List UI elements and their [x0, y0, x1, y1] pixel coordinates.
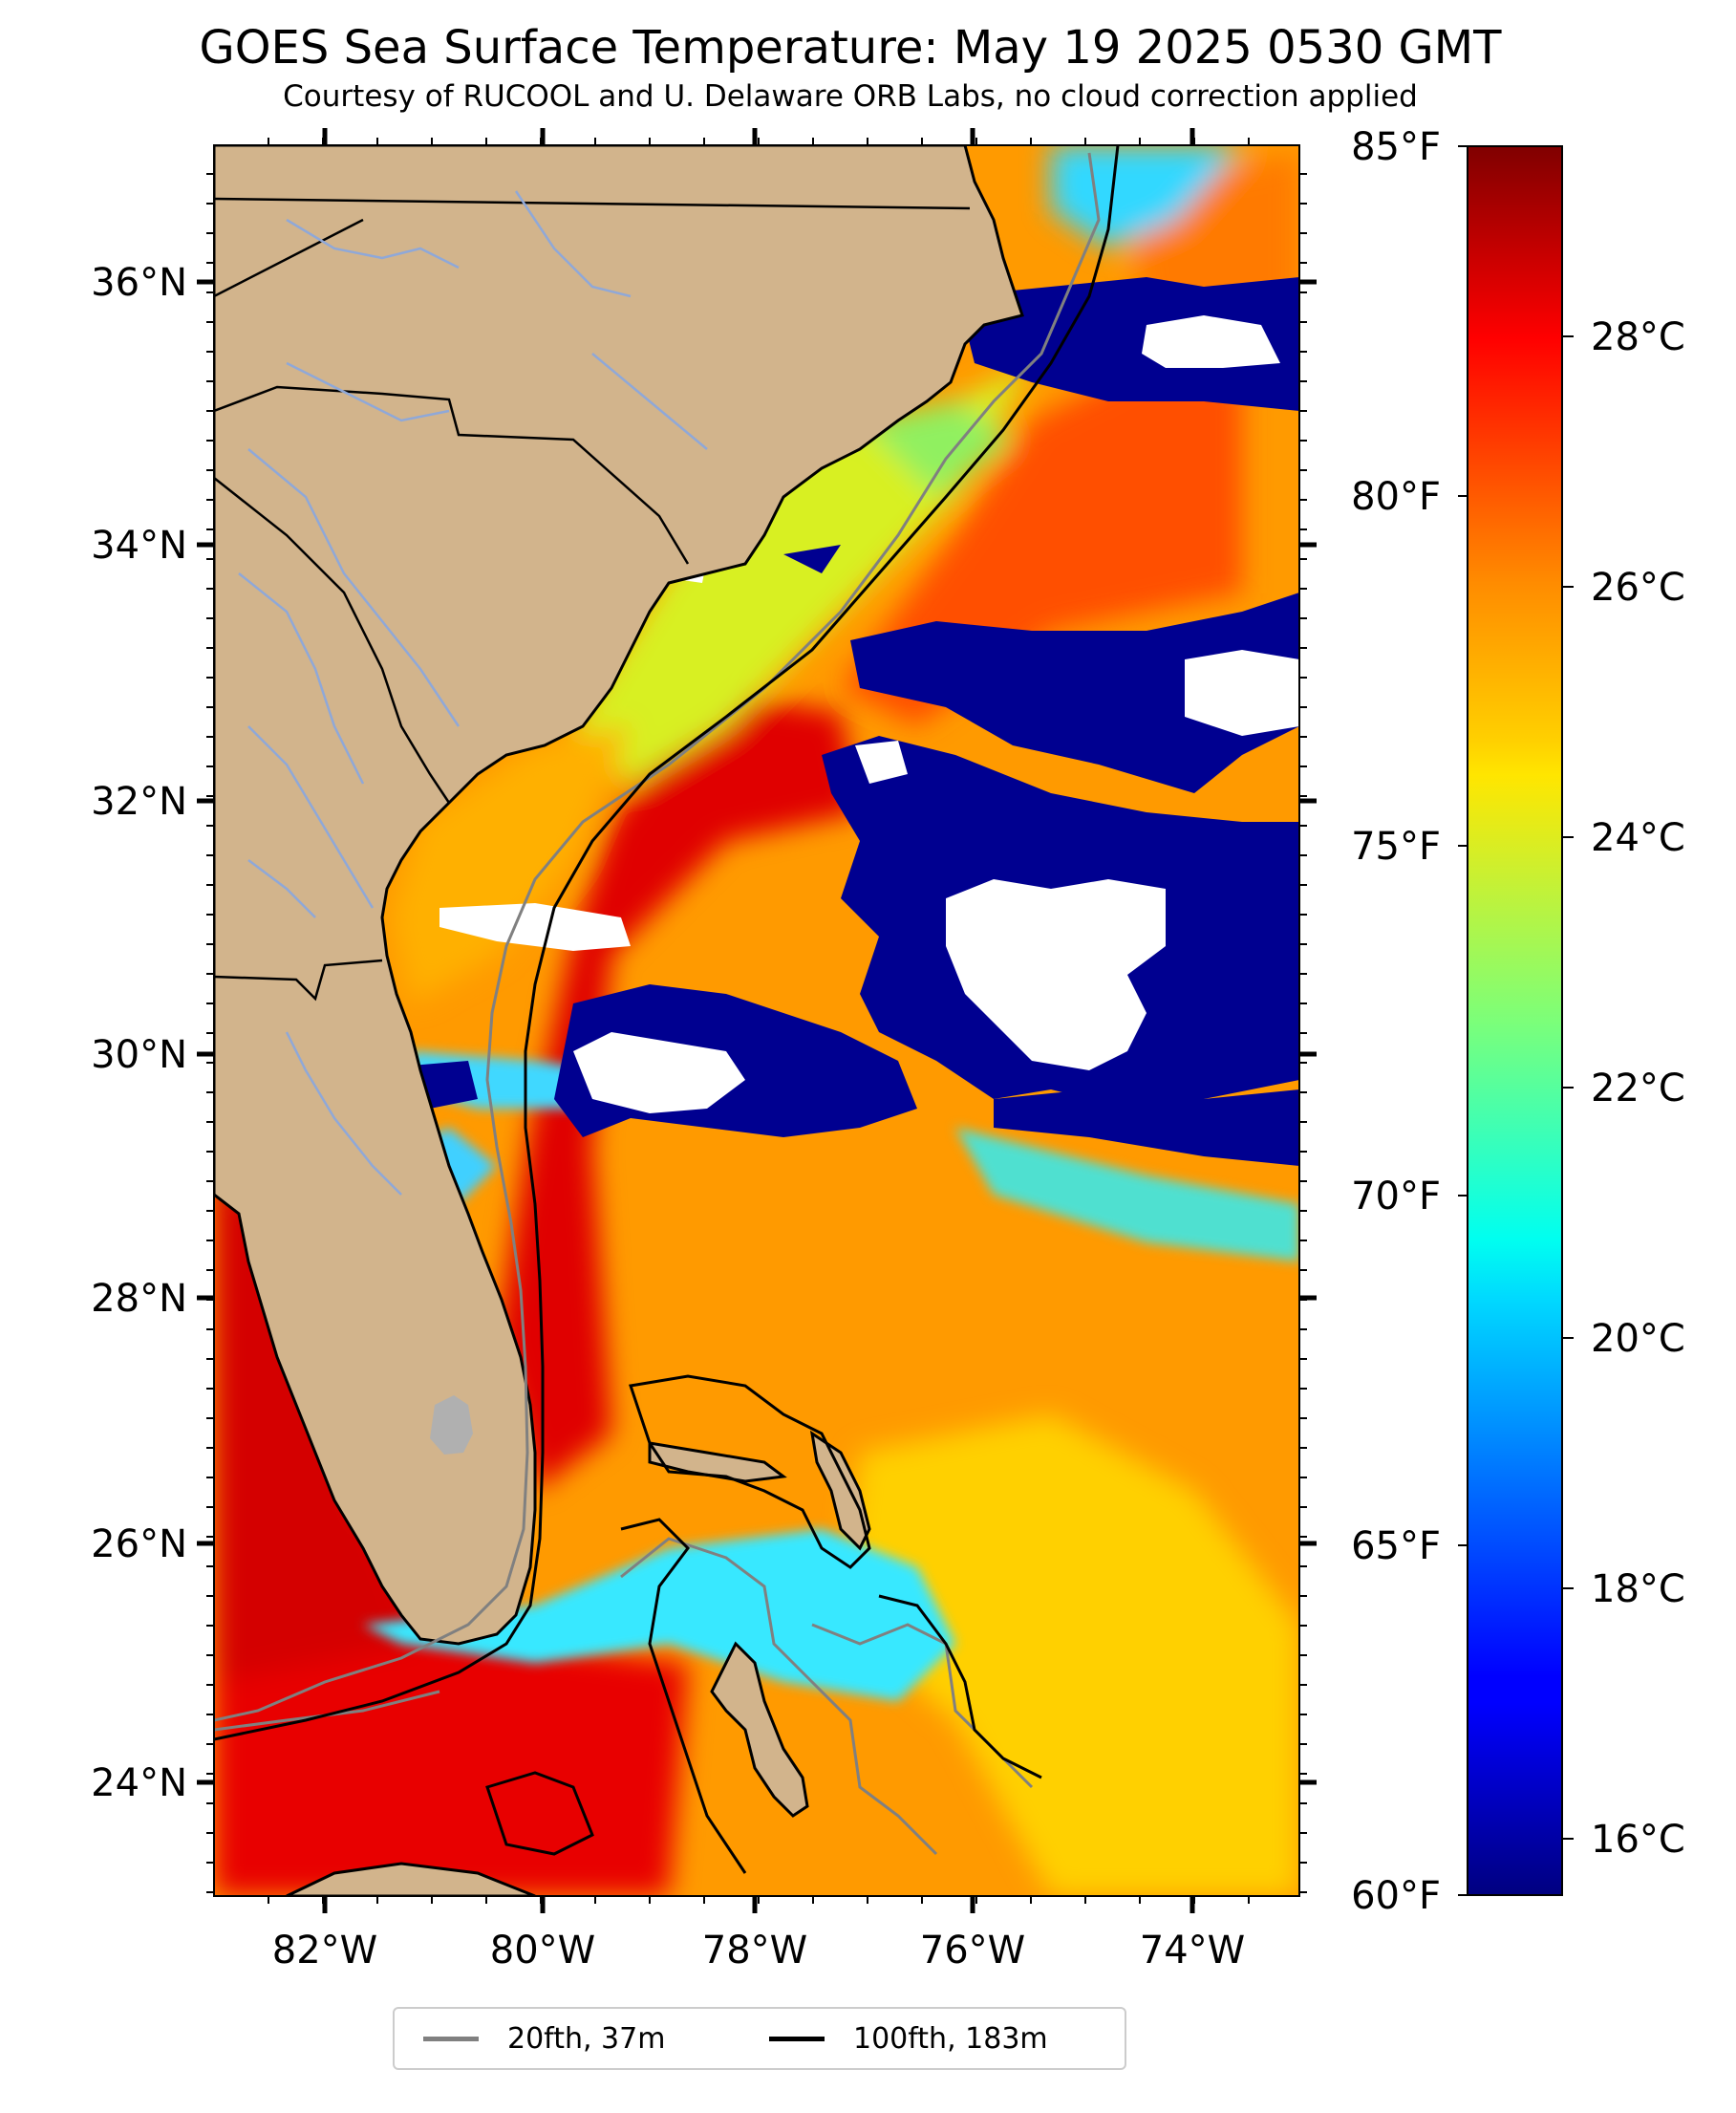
- map-ticks: 36°N 34°N 32°N 30°N 28°N 26°N 24°N 82°W 80°W 78°W…: [91, 128, 1317, 1973]
- cloud-mask-white: [439, 315, 1299, 1113]
- sst-cool-bands: [363, 1051, 1299, 1701]
- land-grand-bahama: [648, 1441, 787, 1483]
- colorbar-gradient: [1467, 145, 1563, 1896]
- state-border-tn: [214, 218, 364, 298]
- lat-tick-label: 30°N: [91, 1033, 187, 1077]
- lon-tick-label: 82°W: [272, 1929, 377, 1973]
- lake-okeechobee: [430, 1395, 473, 1455]
- chart-title: GOES Sea Surface Temperature: May 19 202…: [199, 21, 1502, 75]
- land-andros-island: [710, 1641, 809, 1818]
- colorbar-c-label: 20°C: [1591, 1317, 1685, 1361]
- land-cuba-north: [286, 1862, 536, 1896]
- rivers: [238, 190, 708, 1196]
- legend-line-gray: [423, 2036, 479, 2041]
- cloud-white-ne-patch: [1185, 650, 1299, 736]
- sst-cyan-band-bahamas: [363, 1529, 955, 1701]
- colorbar-c-label: 18°C: [1591, 1567, 1685, 1611]
- cloud-white-streak: [439, 903, 631, 951]
- sst-patch-georgia-shelf: [392, 726, 631, 1003]
- state-border-nc-sc: [214, 385, 690, 565]
- depth-contour-100fth: [214, 145, 1120, 1874]
- colorbar-c-label: 16°C: [1591, 1818, 1685, 1862]
- colorbar-c-label: 28°C: [1591, 315, 1685, 359]
- legend-label-20fth: 20fth, 37m: [507, 2021, 666, 2056]
- legend-item-100fth: 100fth, 183m: [769, 2009, 1048, 2068]
- colorbar-f-label: 75°F: [1351, 825, 1441, 869]
- lat-tick-label: 34°N: [91, 524, 187, 568]
- legend-item-20fth: 20fth, 37m: [423, 2009, 665, 2068]
- colorbar-f-label: 80°F: [1351, 475, 1441, 519]
- cloud-mask-nc-shelf: [975, 330, 1032, 363]
- cloud-white-north: [1142, 315, 1280, 368]
- lon-tick-label: 80°W: [490, 1929, 595, 1973]
- cloud-mask-cape: [783, 545, 841, 573]
- colorbar-c-label: 22°C: [1591, 1067, 1685, 1110]
- chart-subtitle: Courtesy of RUCOOL and U. Delaware ORB L…: [283, 79, 1418, 114]
- cloud-white-cape: [855, 741, 908, 784]
- cloud-mask-central-north: [850, 593, 1299, 793]
- cloud-white-south: [573, 1032, 745, 1113]
- lon-tick-label: 76°W: [920, 1929, 1025, 1973]
- colorbar-c-label: 26°C: [1591, 566, 1685, 610]
- lon-tick-label: 78°W: [702, 1929, 807, 1973]
- colorbar-f-label: 85°F: [1351, 125, 1441, 169]
- colorbar-c-label: 24°C: [1591, 816, 1685, 860]
- legend-label-100fth: 100fth, 183m: [853, 2021, 1048, 2056]
- cloud-white-central: [946, 879, 1166, 1070]
- cloud-mask-east-strip: [994, 1089, 1299, 1166]
- lat-tick-label: 32°N: [91, 780, 187, 824]
- sst-patch-gulf-stream: [497, 698, 860, 1491]
- sst-patch-east-yellow: [841, 1414, 1299, 1896]
- lat-tick-label: 26°N: [91, 1522, 187, 1566]
- land-masses: [214, 145, 1024, 1896]
- land-great-abaco: [809, 1430, 871, 1551]
- state-border-ga-fl: [214, 959, 383, 1002]
- depth-legend: 20fth, 37m 100fth, 183m: [393, 2007, 1126, 2070]
- lat-tick-label: 24°N: [91, 1761, 187, 1805]
- state-border-sc-ga: [214, 477, 451, 804]
- state-boundaries: [214, 197, 971, 1002]
- sst-cyan-band-mid: [955, 1128, 1299, 1261]
- map-area: [214, 145, 1299, 1896]
- legend-line-black: [769, 2036, 825, 2041]
- land-us-mainland: [214, 145, 1024, 1646]
- colorbar-f-label: 70°F: [1351, 1175, 1441, 1218]
- colorbar-ticks: 85°F 80°F 75°F 70°F 65°F 60°F 28°C 26°C 24°C 22°C…: [1351, 125, 1685, 1918]
- colorbar-f-label: 60°F: [1351, 1874, 1441, 1918]
- lon-tick-label: 74°W: [1140, 1929, 1245, 1973]
- lat-tick-label: 28°N: [91, 1277, 187, 1321]
- state-border-va-nc: [214, 197, 971, 210]
- lat-tick-label: 36°N: [91, 261, 187, 305]
- colorbar-f-label: 65°F: [1351, 1524, 1441, 1568]
